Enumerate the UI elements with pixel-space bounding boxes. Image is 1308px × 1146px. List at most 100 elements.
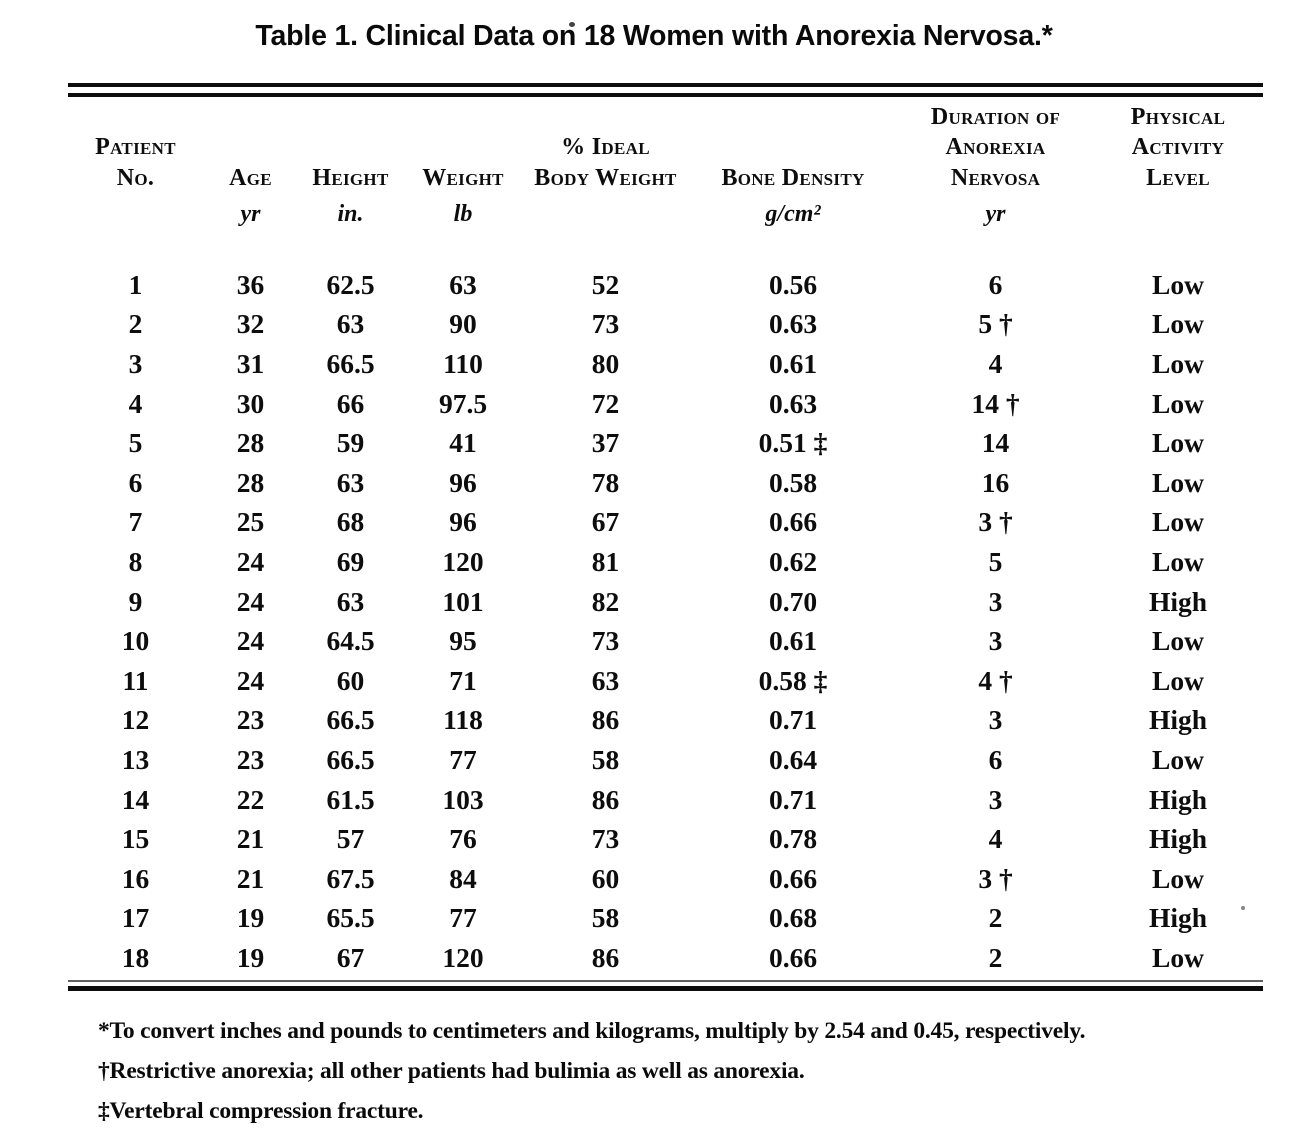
header-line: Bone Density: [721, 164, 865, 191]
header-line: Height: [312, 164, 389, 191]
table-row: 18 19 67 120 86 0.66 2 Low: [68, 938, 1263, 978]
cell-duration-of-anorexia-nervosa: 4: [988, 347, 1003, 379]
cell-weight: 41: [449, 427, 477, 459]
cell-bone-density: 0.58 ‡: [758, 664, 828, 696]
cell-patient-no: 15: [121, 823, 150, 855]
header-line: Patient: [95, 134, 176, 160]
cell-patient-no: 12: [121, 704, 150, 736]
cell-weight: 110: [443, 347, 483, 379]
cell-pct-ideal-body-weight: 86: [591, 704, 620, 736]
cell-age: 24: [236, 625, 265, 657]
cell-age: 28: [236, 466, 265, 498]
header-bone-density: Bone Density: [688, 163, 898, 194]
header-line: Weight: [422, 164, 504, 191]
cell-age: 19: [236, 941, 265, 973]
cell-pct-ideal-body-weight: 86: [591, 783, 620, 815]
cell-pct-ideal-body-weight: 58: [591, 743, 620, 775]
cell-duration-of-anorexia-nervosa: 5 †: [978, 308, 1013, 340]
cell-height: 62.5: [326, 268, 375, 300]
table-row: 2 32 63 90 73 0.63 5 † Low: [68, 305, 1263, 345]
cell-pct-ideal-body-weight: 58: [591, 902, 620, 934]
cell-bone-density: 0.61: [768, 625, 818, 657]
top-rule-upper: [68, 83, 1263, 87]
table-row: 8 24 69 120 81 0.62 5 Low: [68, 542, 1263, 582]
cell-duration-of-anorexia-nervosa: 2: [988, 941, 1003, 973]
cell-physical-activity-level: High: [1148, 902, 1208, 934]
top-rule-lower: [68, 93, 1263, 97]
cell-weight: 95: [449, 625, 477, 657]
cell-patient-no: 17: [121, 902, 150, 934]
header-line: Anorexia Nervosa: [945, 134, 1046, 191]
cell-patient-no: 8: [128, 545, 143, 577]
cell-bone-density: 0.62: [768, 545, 818, 577]
cell-physical-activity-level: Low: [1152, 625, 1204, 657]
cell-pct-ideal-body-weight: 72: [591, 387, 620, 419]
unit-age: yr: [240, 201, 261, 227]
cell-patient-no: 11: [122, 664, 149, 696]
table-row: 12 23 66.5 118 86 0.71 3 High: [68, 701, 1263, 741]
cell-pct-ideal-body-weight: 73: [591, 625, 620, 657]
cell-weight: 77: [449, 902, 477, 934]
cell-patient-no: 3: [128, 347, 143, 379]
units-row: yr in. lb g/cm² yr: [68, 193, 1263, 245]
cell-pct-ideal-body-weight: 60: [591, 862, 620, 894]
cell-weight: 77: [449, 743, 477, 775]
cell-bone-density: 0.63: [768, 308, 818, 340]
cell-height: 66: [336, 387, 365, 419]
cell-physical-activity-level: Low: [1152, 427, 1204, 459]
cell-height: 67: [336, 941, 365, 973]
table-row: 7 25 68 96 67 0.66 3 † Low: [68, 503, 1263, 543]
unit-weight: lb: [453, 201, 473, 227]
cell-weight: 76: [449, 823, 477, 855]
header-patient-no: Patient No.: [68, 132, 203, 193]
cell-weight: 118: [443, 704, 483, 736]
cell-bone-density: 0.71: [768, 783, 818, 815]
cell-pct-ideal-body-weight: 63: [591, 664, 620, 696]
cell-duration-of-anorexia-nervosa: 16: [981, 466, 1010, 498]
cell-pct-ideal-body-weight: 82: [591, 585, 620, 617]
table-row: 13 23 66.5 77 58 0.64 6 Low: [68, 740, 1263, 780]
cell-pct-ideal-body-weight: 86: [591, 941, 620, 973]
cell-bone-density: 0.66: [768, 862, 818, 894]
cell-duration-of-anorexia-nervosa: 3: [988, 585, 1003, 617]
cell-age: 28: [236, 427, 265, 459]
table-row: 5 28 59 41 37 0.51 ‡ 14 Low: [68, 423, 1263, 463]
cell-physical-activity-level: Low: [1152, 862, 1204, 894]
cell-height: 66.5: [326, 704, 375, 736]
header-line: Physical: [1130, 103, 1226, 130]
cell-patient-no: 4: [128, 387, 143, 419]
cell-height: 63: [336, 466, 365, 498]
cell-height: 63: [336, 308, 365, 340]
header-pct-ideal-body-weight: % Ideal Body Weight: [523, 132, 688, 193]
cell-patient-no: 5: [128, 427, 143, 459]
cell-age: 24: [236, 585, 265, 617]
cell-height: 57: [336, 823, 365, 855]
header-physical-activity-level: Physical Activity Level: [1093, 102, 1263, 194]
header-line: Body Weight: [534, 164, 677, 191]
cell-weight: 97.5: [438, 387, 488, 419]
cell-age: 21: [236, 823, 265, 855]
table-row: 4 30 66 97.5 72 0.63 14 † Low: [68, 384, 1263, 424]
cell-age: 24: [236, 664, 265, 696]
cell-age: 30: [236, 387, 265, 419]
table-title: Table 1. Clinical Data on 18 Women with …: [255, 20, 1053, 52]
cell-physical-activity-level: High: [1148, 585, 1208, 617]
cell-physical-activity-level: Low: [1152, 545, 1204, 577]
cell-patient-no: 18: [121, 941, 150, 973]
cell-physical-activity-level: Low: [1152, 466, 1204, 498]
cell-patient-no: 14: [121, 783, 150, 815]
table-row: 6 28 63 96 78 0.58 16 Low: [68, 463, 1263, 503]
cell-pct-ideal-body-weight: 67: [591, 506, 620, 538]
cell-bone-density: 0.66: [768, 941, 818, 973]
cell-age: 23: [236, 743, 265, 775]
cell-weight: 120: [442, 941, 484, 973]
table-row: 11 24 60 71 63 0.58 ‡ 4 † Low: [68, 661, 1263, 701]
footnote-double-dagger: ‡Vertebral compression fracture.: [98, 1097, 424, 1124]
header-line: No.: [116, 164, 155, 191]
header-line: % Ideal: [561, 134, 650, 160]
scan-artifact-dot: [569, 22, 575, 27]
table-row: 1 36 62.5 63 52 0.56 6 Low: [68, 265, 1263, 305]
cell-bone-density: 0.63: [768, 387, 818, 419]
cell-height: 65.5: [326, 902, 375, 934]
